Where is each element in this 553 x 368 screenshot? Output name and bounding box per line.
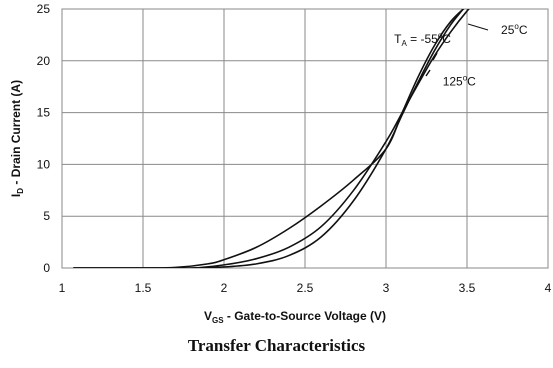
x-tick-label: 2 [221, 281, 228, 295]
x-tick-label: 1.5 [135, 281, 152, 295]
y-tick-label: 0 [43, 261, 50, 275]
y-tick-label: 5 [43, 209, 50, 223]
y-tick-label: 15 [37, 106, 51, 120]
x-tick-label: 3.5 [459, 281, 476, 295]
y-tick-label: 10 [37, 157, 51, 171]
x-tick-label: 4 [545, 281, 552, 295]
series-line-1 [73, 9, 470, 268]
series-label-t25: 25oC [501, 22, 528, 37]
leader-line-55c [432, 52, 438, 61]
y-axis-title: ID - Drain Current (A) [9, 80, 25, 197]
series-label-t125: 125oC [443, 74, 476, 89]
x-tick-label: 2.5 [297, 281, 314, 295]
leader-line-125c [425, 69, 431, 77]
series-line-2 [73, 9, 465, 268]
series-group [73, 9, 470, 268]
x-axis-title: VGS - Gate-to-Source Voltage (V) [204, 309, 386, 325]
chart-title: Transfer Characteristics [187, 336, 366, 355]
series-label-t55: TA = -55oC [394, 31, 451, 48]
leader-line-25c [467, 23, 489, 31]
plot-frame [61, 8, 549, 269]
y-tick-label: 20 [37, 54, 51, 68]
y-tick-label: 25 [37, 2, 51, 16]
x-tick-label: 3 [383, 281, 390, 295]
x-tick-label: 1 [59, 281, 66, 295]
